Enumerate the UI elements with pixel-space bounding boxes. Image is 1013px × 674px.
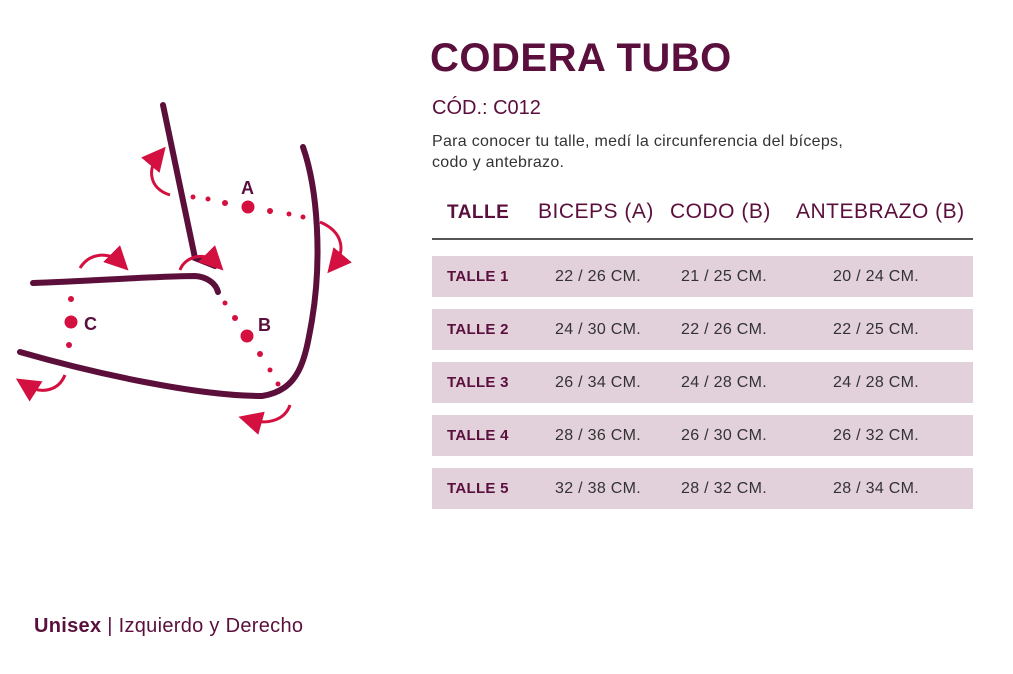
size-value: 28 / 32 CM.: [680, 480, 768, 497]
table-row: TALLE 4 28 / 36 CM. 26 / 30 CM. 26 / 32 CM.: [432, 415, 973, 456]
footer-bold: Unisex: [34, 615, 102, 637]
column-header: ANTEBRAZO (B): [796, 200, 965, 223]
label-a: A: [241, 178, 254, 198]
label-b: B: [258, 315, 271, 335]
size-value: 28 / 34 CM.: [832, 480, 920, 497]
title: CODERA TUBO: [430, 36, 732, 80]
size-label: TALLE 1: [447, 268, 509, 285]
size-label: TALLE 2: [447, 321, 509, 338]
footer: Unisex | Izquierdo y Derecho: [34, 615, 303, 638]
size-value: 26 / 34 CM.: [554, 374, 642, 391]
size-value: 24 / 28 CM.: [832, 374, 920, 391]
measure-dots: [64, 194, 306, 387]
size-label: TALLE 4: [447, 427, 509, 444]
description: Para conocer tu talle, medí la circunfer…: [432, 133, 844, 171]
size-value: 22 / 26 CM.: [554, 268, 642, 285]
size-value: 26 / 30 CM.: [680, 427, 768, 444]
column-header: TALLE: [447, 202, 510, 223]
size-value: 20 / 24 CM.: [832, 268, 920, 285]
column-header: BICEPS (A): [538, 200, 654, 223]
table-row: TALLE 3 26 / 34 CM. 24 / 28 CM. 24 / 28 CM.: [432, 362, 973, 403]
footer-text: | Izquierdo y Derecho: [107, 615, 304, 637]
size-value: 22 / 25 CM.: [832, 321, 920, 338]
elbow-diagram: A B C: [15, 102, 352, 435]
table-row: TALLE 2 24 / 30 CM. 22 / 26 CM. 22 / 25 CM.: [432, 309, 973, 350]
size-value: 24 / 30 CM.: [554, 321, 642, 338]
size-value: 26 / 32 CM.: [832, 427, 920, 444]
table-row: TALLE 5 32 / 38 CM. 28 / 32 CM. 28 / 34 CM.: [432, 468, 973, 509]
product-code: CÓD.: C012: [432, 97, 541, 119]
size-value: 24 / 28 CM.: [680, 374, 768, 391]
size-label: TALLE 3: [447, 374, 509, 391]
size-value: 22 / 26 CM.: [680, 321, 768, 338]
header-rule: [432, 238, 973, 240]
column-header: CODO (B): [670, 200, 771, 223]
label-c: C: [84, 314, 97, 334]
arm-outline: [17, 102, 321, 400]
size-value: 32 / 38 CM.: [554, 480, 642, 497]
size-value: 21 / 25 CM.: [680, 268, 768, 285]
table-row: TALLE 1 22 / 26 CM. 21 / 25 CM. 20 / 24 CM.: [432, 256, 973, 297]
size-value: 28 / 36 CM.: [554, 427, 642, 444]
size-label: TALLE 5: [447, 480, 509, 497]
arrows: [15, 146, 352, 435]
